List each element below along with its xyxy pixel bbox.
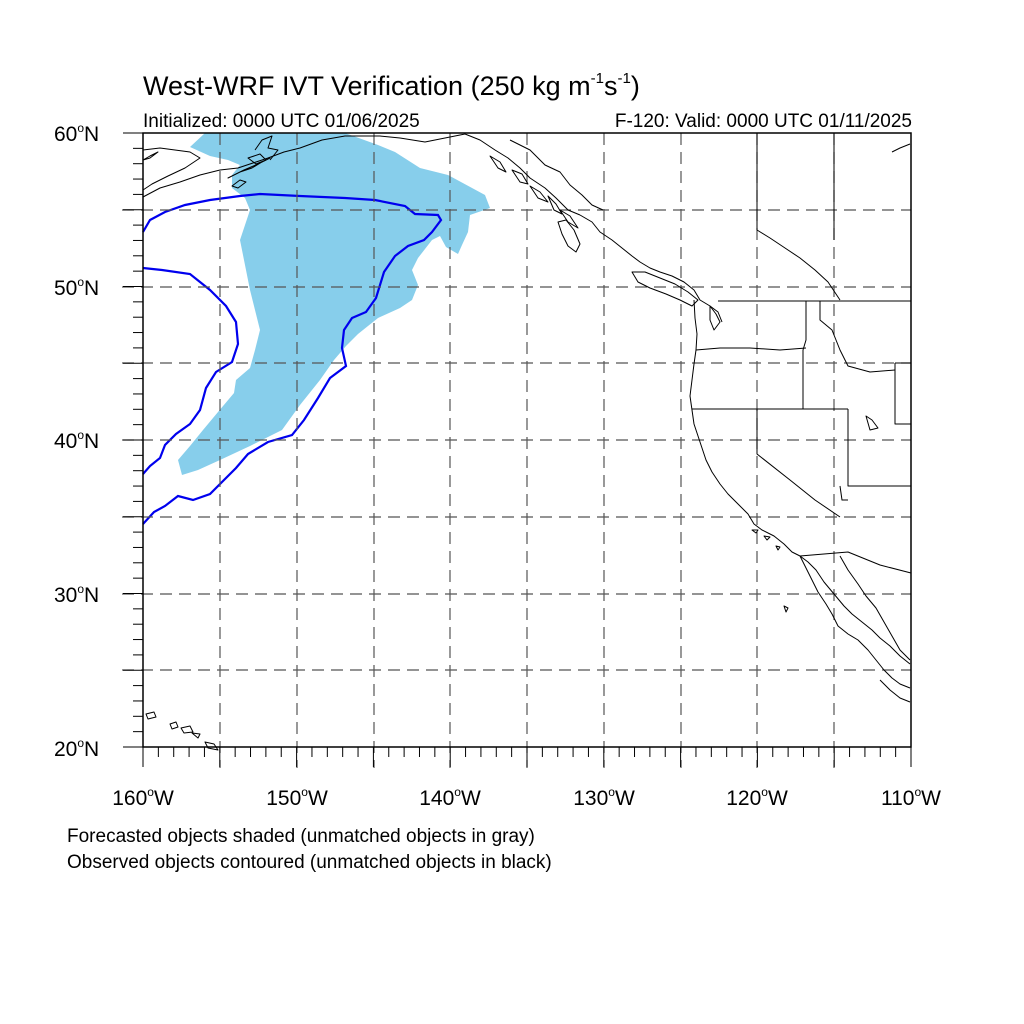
graticule: [122, 133, 911, 768]
observed-ivt-contour: [142, 192, 443, 525]
lat-label-40n: 40oN: [54, 428, 100, 453]
lat-label-60n: 60oN: [54, 121, 100, 146]
axis-ticks: [123, 132, 912, 767]
lon-label-130w: 130oW: [573, 785, 635, 810]
map-title: West-WRF IVT Verification (250 kg m-1s-1…: [143, 70, 640, 101]
footnote-observed: Observed objects contoured (unmatched ob…: [67, 852, 552, 873]
lon-label-160w: 160oW: [112, 785, 174, 810]
coastlines: [142, 133, 912, 751]
lat-label-50n: 50oN: [54, 275, 100, 300]
lon-label-140w: 140oW: [419, 785, 481, 810]
init-time-label: Initialized: 0000 UTC 01/06/2025: [143, 111, 420, 132]
lat-label-30n: 30oN: [54, 582, 100, 607]
lon-label-120w: 120oW: [726, 785, 788, 810]
lon-label-150w: 150oW: [266, 785, 328, 810]
forecast-ivt-object: [178, 133, 490, 475]
lat-label-20n: 20oN: [54, 736, 100, 761]
lon-label-110w: 110oW: [881, 785, 941, 810]
observed-ivt-contour-west: [142, 266, 240, 475]
valid-time-label: F-120: Valid: 0000 UTC 01/11/2025: [614, 111, 912, 132]
footnote-forecast: Forecasted objects shaded (unmatched obj…: [67, 826, 535, 847]
